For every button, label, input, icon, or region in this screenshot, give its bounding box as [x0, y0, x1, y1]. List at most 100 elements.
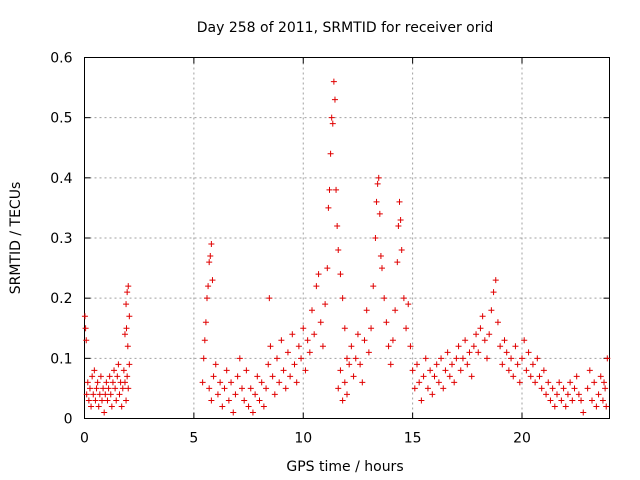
- data-point: [105, 385, 112, 392]
- data-point: [344, 391, 350, 398]
- data-point: [405, 301, 412, 308]
- data-point: [207, 253, 214, 260]
- y-tick-label: 0.2: [50, 291, 72, 307]
- data-point: [219, 403, 226, 410]
- data-point: [93, 385, 100, 392]
- y-tick-label: 0.1: [50, 351, 72, 367]
- data-point: [298, 355, 305, 362]
- data-point: [205, 283, 212, 290]
- data-point: [479, 313, 486, 320]
- data-point: [580, 409, 587, 416]
- data-point: [325, 204, 332, 211]
- data-point: [396, 198, 403, 205]
- data-point: [346, 361, 353, 368]
- data-point: [510, 373, 517, 380]
- data-point: [525, 349, 532, 356]
- data-point: [449, 361, 455, 368]
- data-point: [604, 355, 611, 362]
- data-point: [313, 283, 320, 290]
- data-point: [512, 343, 519, 350]
- data-point: [540, 367, 547, 374]
- data-point: [451, 379, 458, 386]
- data-point: [315, 271, 322, 278]
- data-point: [335, 247, 342, 254]
- data-point: [126, 313, 133, 320]
- data-point: [372, 235, 379, 241]
- data-point: [368, 325, 375, 332]
- data-point: [302, 367, 309, 374]
- data-point: [438, 355, 445, 362]
- data-point: [494, 319, 501, 326]
- data-point: [202, 319, 209, 326]
- data-point: [379, 265, 385, 272]
- data-point: [256, 397, 263, 404]
- data-point: [473, 331, 480, 338]
- y-tick-label: 0.4: [50, 171, 72, 187]
- data-point: [357, 361, 364, 368]
- data-point: [484, 355, 490, 362]
- data-point: [116, 391, 123, 398]
- data-point: [492, 277, 499, 284]
- y-tick-label: 0: [64, 412, 73, 428]
- data-point: [236, 355, 243, 362]
- data-point: [258, 379, 265, 386]
- data-point: [403, 325, 410, 332]
- x-tick-labels: 0 5 10 15 20: [80, 431, 531, 447]
- data-point: [398, 247, 405, 254]
- data-point: [377, 253, 384, 260]
- data-point: [569, 397, 576, 404]
- data-point: [123, 325, 130, 332]
- data-point: [291, 361, 298, 368]
- data-point: [330, 78, 337, 85]
- data-point: [120, 367, 127, 374]
- data-point: [339, 397, 346, 404]
- data-point: [109, 379, 116, 386]
- data-point: [269, 373, 276, 380]
- data-point: [543, 391, 550, 398]
- data-point: [466, 349, 473, 356]
- data-point: [409, 367, 416, 374]
- data-point: [83, 391, 90, 398]
- data-point: [490, 289, 497, 296]
- data-point: [597, 373, 604, 380]
- data-point: [571, 385, 578, 392]
- data-point: [200, 355, 207, 362]
- data-point: [287, 373, 294, 380]
- data-point: [239, 385, 245, 392]
- data-point: [339, 295, 346, 302]
- data-point: [209, 277, 216, 284]
- data-point: [354, 331, 361, 338]
- data-point: [123, 301, 130, 308]
- data-point: [304, 337, 311, 344]
- data-point: [516, 379, 523, 386]
- data-point: [214, 391, 221, 398]
- y-axis-label: SRMTID / TECUs: [8, 182, 24, 295]
- data-point: [84, 379, 91, 386]
- data-point: [221, 385, 228, 392]
- data-point: [210, 373, 217, 380]
- data-point: [102, 391, 109, 398]
- data-point: [381, 295, 388, 302]
- data-point: [499, 361, 506, 368]
- data-point: [113, 397, 120, 404]
- data-point: [107, 391, 114, 398]
- data-point: [114, 373, 121, 380]
- x-tick-label: 10: [294, 431, 312, 447]
- data-point: [230, 409, 237, 416]
- data-point: [123, 397, 130, 404]
- data-point: [89, 373, 96, 380]
- data-point: [397, 216, 404, 223]
- data-point: [284, 349, 291, 356]
- data-point: [341, 325, 348, 332]
- data-point: [373, 198, 380, 205]
- data-point: [95, 403, 102, 410]
- data-point: [88, 403, 95, 410]
- data-point: [455, 343, 462, 350]
- data-point: [481, 337, 488, 344]
- data-point: [554, 391, 560, 398]
- y-tick-label: 0.6: [50, 51, 72, 67]
- data-point: [260, 403, 267, 410]
- data-point: [111, 367, 118, 374]
- data-point: [370, 283, 377, 290]
- y-tick-label: 0.5: [50, 111, 72, 127]
